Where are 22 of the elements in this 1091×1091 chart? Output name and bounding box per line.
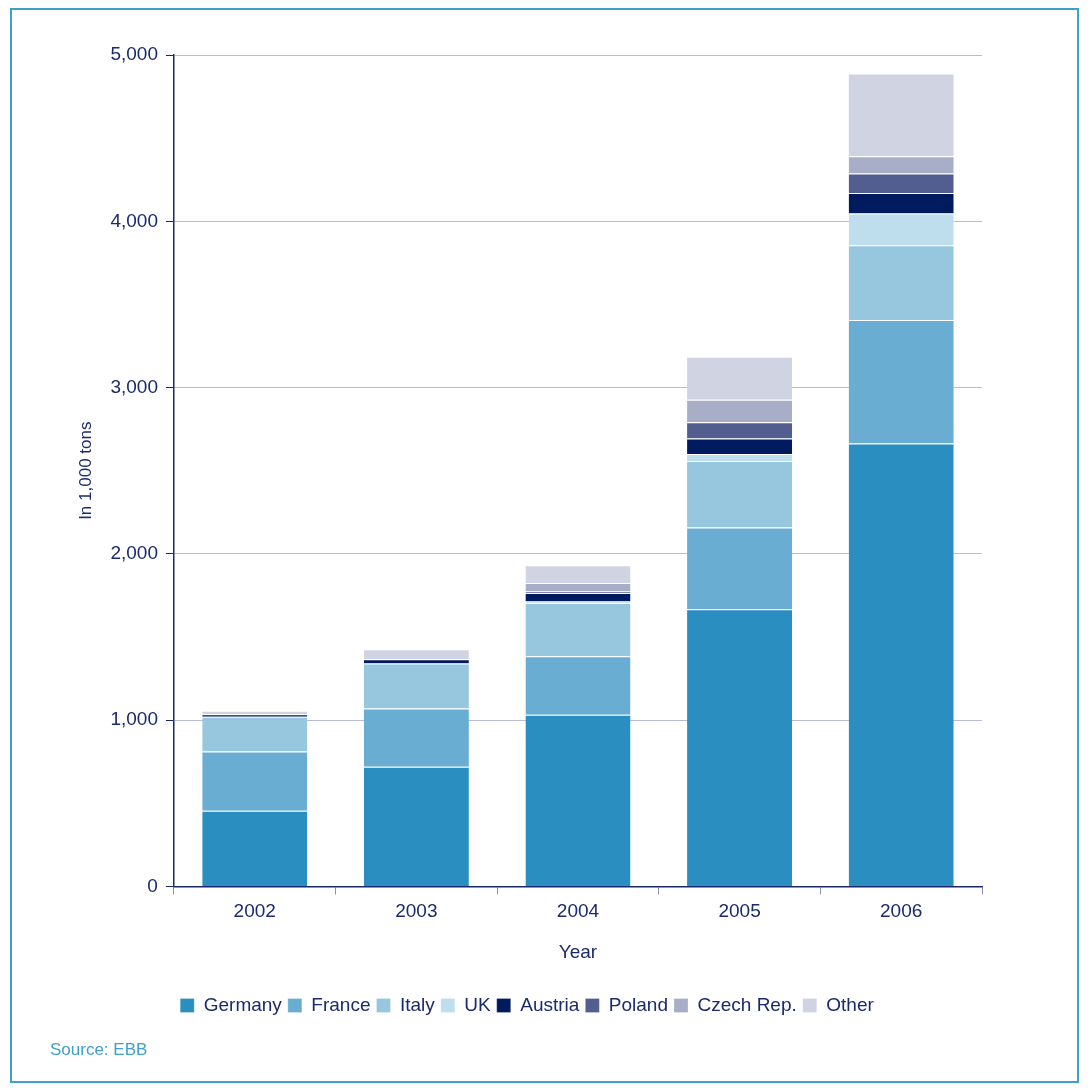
x-axis-title: Year [558, 940, 598, 962]
x-tick-label: 2004 [556, 900, 600, 922]
source-note: Source: EBB [50, 1040, 148, 1060]
legend-label: Czech Rep. [697, 993, 797, 1015]
y-tick-label: 3,000 [110, 375, 158, 397]
x-tick-label: 2006 [880, 900, 923, 922]
y-axis-title: In 1,000 tons [75, 421, 95, 520]
legend-label: Other [826, 993, 875, 1015]
x-tick-label: 2002 [233, 900, 276, 922]
legend-label: Italy [399, 993, 436, 1015]
legend-label: UK [464, 993, 492, 1015]
y-tick-label: 0 [147, 874, 158, 896]
y-tick-label: 1,000 [110, 708, 158, 730]
y-tick-label: 2,000 [110, 542, 158, 564]
legend-label: Poland [608, 993, 669, 1015]
legend-label: Germany [203, 993, 283, 1015]
y-tick-label: 5,000 [110, 43, 158, 65]
x-tick-label: 2005 [718, 900, 761, 922]
legend-label: France [311, 993, 371, 1015]
x-tick-label: 2003 [395, 900, 438, 922]
y-tick-label: 4,000 [110, 209, 158, 231]
legend-label: Austria [520, 993, 580, 1015]
